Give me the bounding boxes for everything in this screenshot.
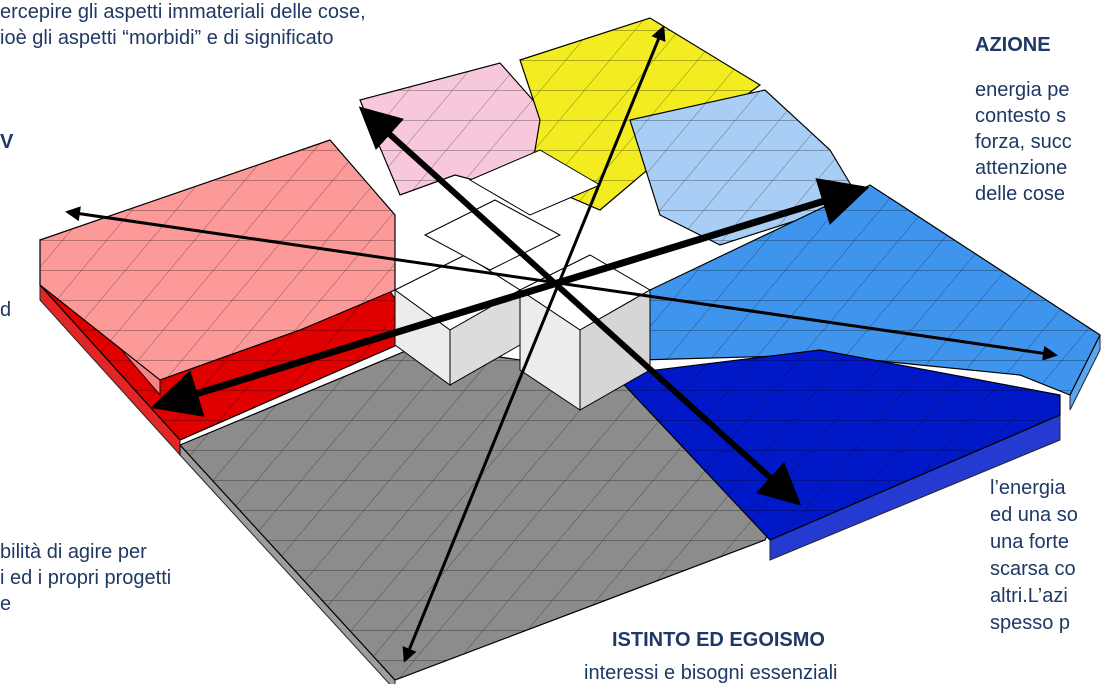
bottom-left-text-line-3: e — [0, 593, 12, 615]
istinto-text-line-1: interessi e bisogni essenziali — [584, 662, 838, 684]
bottom-right-text-line-4: scarsa co — [990, 558, 1076, 580]
azione-heading: AZIONE — [975, 34, 1051, 56]
top-left-text-line-1: ercepire gli aspetti immateriali delle c… — [0, 1, 366, 23]
bottom-right-text-line-1: l’energia — [990, 477, 1066, 499]
bottom-left-text-line-2: i ed i propri progetti — [0, 567, 172, 589]
left-fragment-text: d — [0, 299, 12, 321]
azione-text-line-1: energia pe — [975, 79, 1070, 101]
top-left-text-line-2: ioè gli aspetti “morbidi” e di significa… — [0, 27, 334, 49]
azione-text-line-3: forza, succ — [975, 131, 1072, 153]
azione-text-line-5: delle cose — [975, 183, 1066, 205]
bottom-left-text-line-1: bilità di agire per — [0, 541, 147, 563]
bottom-right-text-line-5: altri.L’azi — [990, 585, 1068, 607]
axis-arrows — [65, 25, 1058, 663]
arrow-horizontal-lightred-to-blue — [65, 206, 1058, 361]
azione-text-line-4: attenzione — [975, 157, 1068, 179]
bottom-right-text-line-3: una forte — [990, 531, 1069, 553]
bottom-right-text-line-6: spesso p — [990, 612, 1071, 634]
istinto-heading: ISTINTO ED EGOISMO — [612, 629, 825, 651]
azione-text-line-2: contesto s — [975, 105, 1067, 127]
bottom-right-text-line-2: ed una so — [990, 504, 1078, 526]
left-fragment-heading: V — [0, 131, 14, 153]
